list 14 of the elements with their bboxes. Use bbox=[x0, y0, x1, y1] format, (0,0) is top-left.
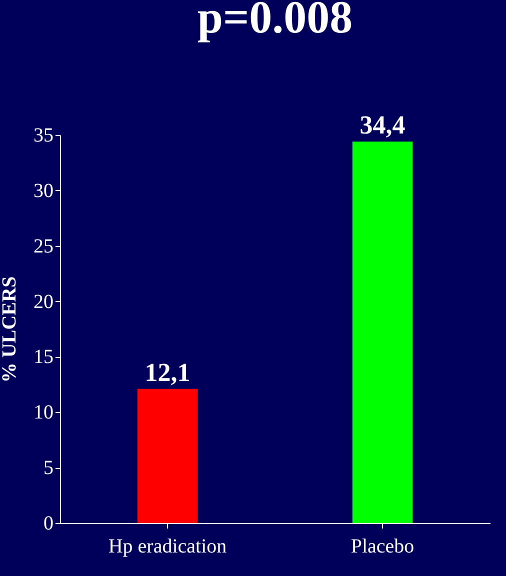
y-tick-label: 20 bbox=[34, 290, 54, 313]
y-axis-title: % ULCERS bbox=[0, 276, 20, 383]
y-tick-label: 30 bbox=[34, 180, 54, 202]
x-tick-label: Hp eradication bbox=[108, 536, 227, 558]
y-tick-label: 10 bbox=[34, 402, 54, 424]
y-tick-label: 5 bbox=[44, 457, 54, 480]
y-tick-label: 15 bbox=[34, 346, 54, 368]
chart-title: p=0.008 bbox=[197, 0, 353, 43]
y-tick-label: 35 bbox=[34, 124, 54, 146]
data-label: 34,4 bbox=[360, 110, 406, 140]
y-tick-label: 25 bbox=[34, 235, 54, 258]
y-tick-label: 0 bbox=[44, 512, 54, 534]
x-tick-label: Placebo bbox=[350, 536, 414, 558]
data-label: 12,1 bbox=[144, 358, 190, 387]
